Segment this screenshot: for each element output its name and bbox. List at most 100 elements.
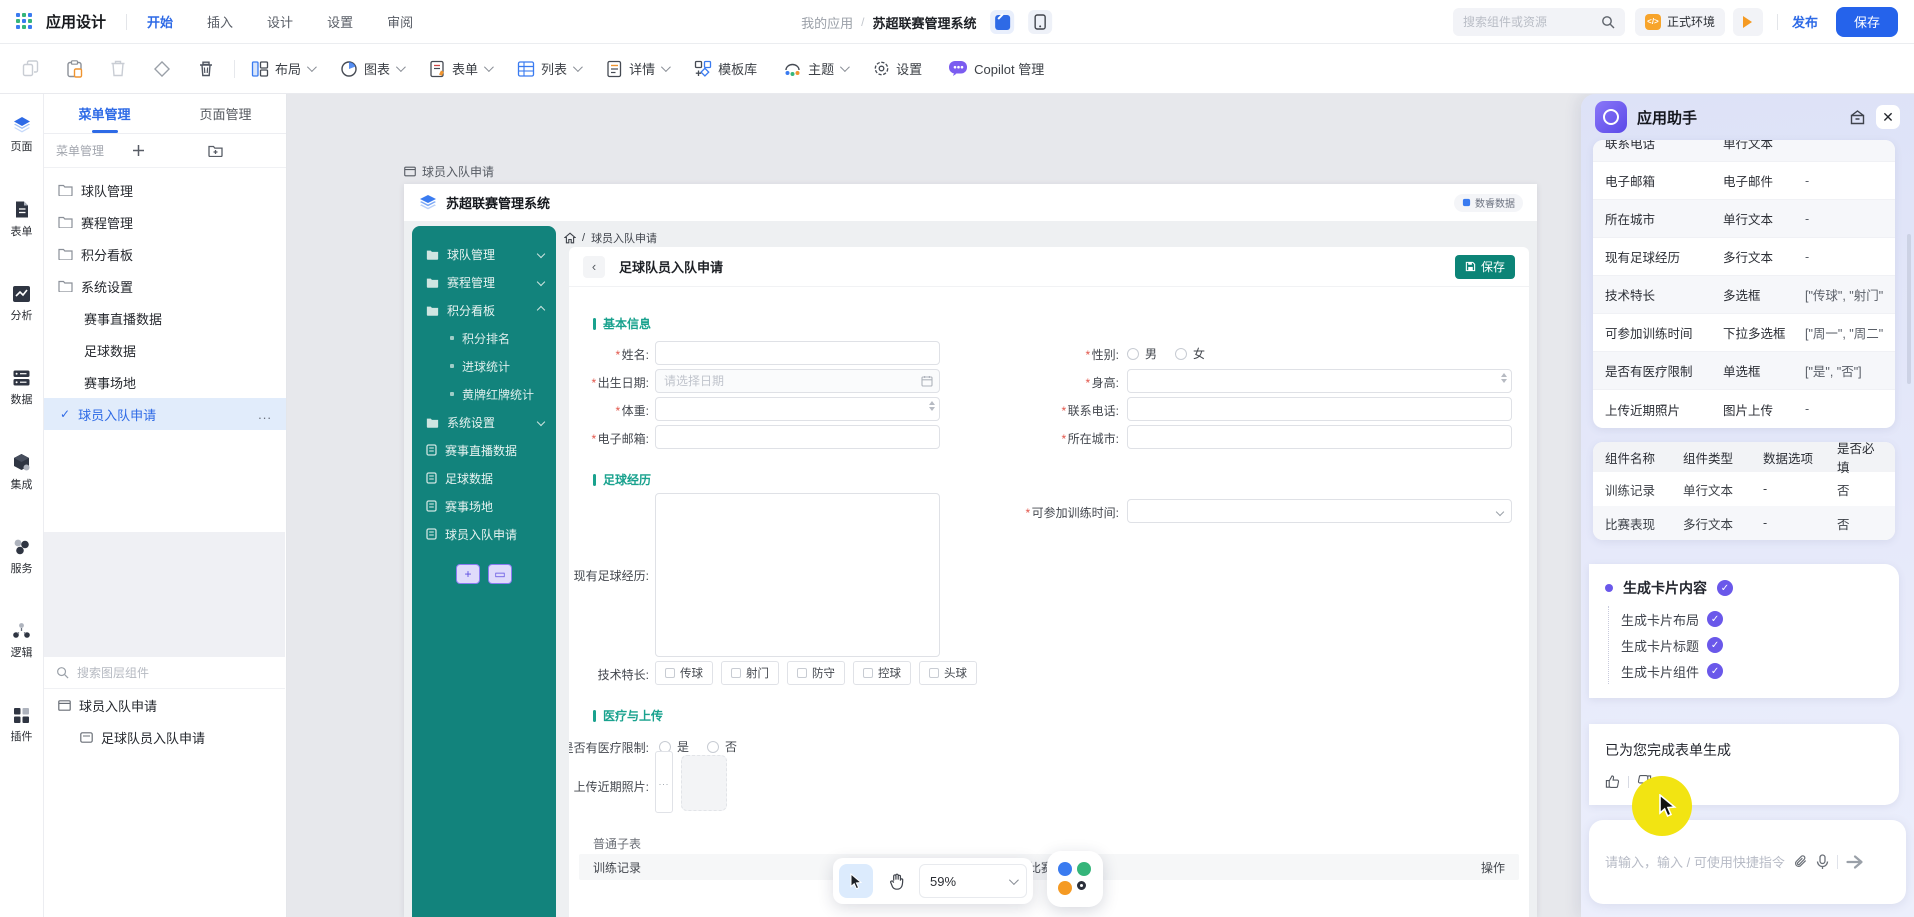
app-grid-icon[interactable] [16,12,34,31]
design-canvas[interactable]: 球员入队申请 苏超联赛管理系统 数睿数据 球队管理 [287,94,1581,917]
form-save-button[interactable]: 保存 [1454,254,1515,279]
preview-run-button[interactable] [1732,7,1763,36]
menu-item-player-application[interactable]: ✓ 球员入队申请 ... [44,398,286,430]
breadcrumb-parent[interactable]: 我的应用 [801,15,854,31]
zoom-level-dropdown[interactable]: 59% [919,864,1027,898]
artboard-label[interactable]: 球员入队申请 [404,163,494,180]
gender-male-radio[interactable] [1127,347,1139,360]
app-menu-ranking[interactable]: 积分排名 [412,324,556,352]
height-input[interactable] [1127,369,1512,393]
menu-item-schedule[interactable]: 赛程管理 [44,206,286,238]
tab-design[interactable]: 设计 [267,15,294,30]
menu-item-football-data[interactable]: 足球数据 [84,343,137,359]
rail-item-analysis[interactable]: 分析 [11,285,33,323]
assistant-launcher[interactable] [1047,851,1103,907]
microphone-icon[interactable] [1816,853,1829,870]
train-time-select[interactable] [1127,499,1512,523]
app-menu-live-data[interactable]: 赛事直播数据 [412,436,556,464]
thumbs-up-icon[interactable] [1605,774,1620,789]
medical-no-radio[interactable] [707,740,720,753]
clear-button[interactable] [196,59,216,79]
rail-item-forms[interactable]: 表单 [11,200,33,239]
app-menu-goals[interactable]: 进球统计 [412,352,556,380]
publish-button[interactable]: 发布 [1791,15,1818,30]
skill-checkbox-control[interactable]: 控球 [853,661,911,685]
edit-app-button[interactable] [990,10,1015,34]
insert-chart-button[interactable]: 图表 [340,59,406,78]
app-menu-player-application[interactable]: 球员入队申请 [412,520,556,548]
tab-insert[interactable]: 插入 [207,15,234,30]
rail-item-logic[interactable]: 逻辑 [11,622,33,660]
layers-search-input[interactable]: 搜索图层组件 [44,657,285,689]
skill-checkbox-defend[interactable]: 防守 [787,661,845,685]
app-menu-team[interactable]: 球队管理 [412,240,556,268]
menu-item-live-data[interactable]: 赛事直播数据 [84,311,163,327]
gender-female-radio[interactable] [1175,347,1188,360]
device-preview-button[interactable] [1028,10,1053,34]
app-menu-venue[interactable]: 赛事场地 [412,492,556,520]
tab-page-management[interactable]: 页面管理 [199,107,252,122]
insert-layout-button[interactable]: 布局 [251,59,317,78]
insert-detail-button[interactable]: 详情 [606,59,671,78]
more-icon[interactable]: ... [258,406,272,422]
add-page-button[interactable]: + [456,564,480,584]
stepper-icon[interactable] [929,401,935,411]
email-input[interactable] [655,425,940,449]
environment-selector[interactable]: </> 正式环境 [1634,7,1725,36]
rail-item-pages[interactable]: 页面 [11,116,33,154]
app-menu-football-data[interactable]: 足球数据 [412,464,556,492]
rail-item-integration[interactable]: 集成 [11,453,33,492]
birth-date-input[interactable]: 请选择日期 [655,369,940,393]
name-input[interactable] [655,341,940,365]
app-menu-schedule[interactable]: 赛程管理 [412,268,556,296]
attachment-icon[interactable] [1793,854,1808,869]
skill-checkbox-shoot[interactable]: 射门 [721,661,779,685]
weight-input[interactable] [655,397,940,421]
layer-item-form[interactable]: 足球队员入队申请 [44,721,285,753]
app-menu-cards[interactable]: 黄牌红牌统计 [412,380,556,408]
rail-item-plugins[interactable]: 插件 [11,706,33,744]
phone-input[interactable] [1127,397,1512,421]
settings-button[interactable]: 设置 [873,59,922,78]
assistant-input-card[interactable]: 请输入，输入 / 可使用快捷指令 [1589,820,1906,904]
rail-item-data[interactable]: 数据 [11,369,33,407]
insert-form-button[interactable]: 表单 [429,59,494,78]
add-folder-button[interactable]: ▭ [488,564,512,584]
menu-item-system[interactable]: 系统设置 [44,270,286,302]
close-icon[interactable]: ✕ [1876,105,1900,129]
app-menu-system[interactable]: 系统设置 [412,408,556,436]
form-card[interactable]: ‹ 足球队员入队申请 保存 基本信息 * 姓名: * 性别: 男 女 * 出生日期: [569,247,1529,917]
copy-button[interactable] [20,59,40,79]
paste-button[interactable] [64,59,84,79]
tab-start[interactable]: 开始 [147,15,174,30]
global-search-input[interactable]: 搜索组件或资源 [1452,7,1625,36]
template-library-button[interactable]: 模板库 [694,59,757,78]
back-button[interactable]: ‹ [583,255,605,278]
tab-settings[interactable]: 设置 [327,15,354,30]
tab-menu-management[interactable]: 菜单管理 [44,94,165,133]
insert-list-button[interactable]: 列表 [517,59,583,78]
add-menu-button[interactable] [132,144,198,157]
rail-item-services[interactable]: 服务 [11,538,33,576]
delete-button[interactable] [108,59,128,79]
experience-textarea[interactable] [655,493,940,657]
theme-button[interactable]: 主题 [783,59,850,78]
select-tool-button[interactable] [839,864,873,898]
format-painter-button[interactable] [152,59,172,79]
layer-item-page[interactable]: 球员入队申请 [44,689,285,721]
artboard[interactable]: 苏超联赛管理系统 数睿数据 球队管理 赛程管理 [404,184,1537,917]
city-input[interactable] [1127,425,1512,449]
history-home-icon[interactable] [1849,109,1866,125]
tab-review[interactable]: 审阅 [387,15,414,30]
menu-item-team[interactable]: 球队管理 [44,174,286,206]
pan-tool-button[interactable] [879,864,913,898]
menu-item-venue[interactable]: 赛事场地 [84,375,137,391]
panel-scrollbar[interactable] [1907,234,1911,384]
skill-checkbox-pass[interactable]: 传球 [655,661,713,685]
photo-upload-button[interactable]: ... [655,751,673,813]
send-icon[interactable] [1846,854,1864,870]
home-icon[interactable] [564,232,576,244]
photo-upload-placeholder[interactable] [681,755,727,811]
save-button[interactable]: 保存 [1835,6,1898,37]
menu-item-points[interactable]: 积分看板 [44,238,286,270]
